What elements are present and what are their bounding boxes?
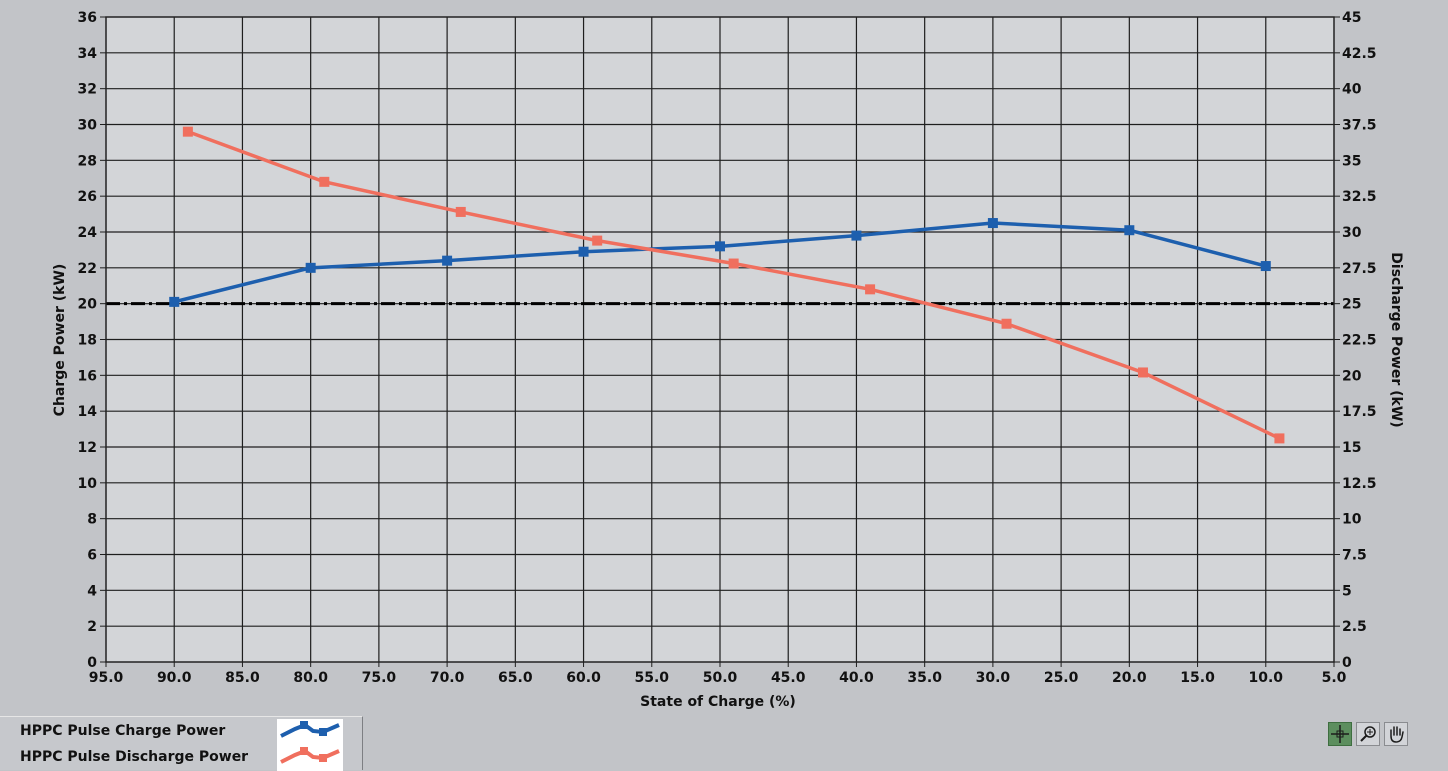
y-right-tick-label: 5 bbox=[1342, 583, 1352, 599]
x-tick-label: 30.0 bbox=[976, 670, 1011, 686]
y-right-tick-label: 22.5 bbox=[1342, 333, 1377, 349]
y-left-tick-label: 30 bbox=[78, 118, 98, 134]
x-axis-title: State of Charge (%) bbox=[640, 694, 796, 710]
y-left-tick-label: 14 bbox=[78, 404, 98, 420]
series-point-0 bbox=[169, 296, 180, 307]
x-tick-label: 95.0 bbox=[89, 670, 124, 686]
series-point-1 bbox=[319, 176, 330, 187]
y-left-tick-label: 8 bbox=[87, 512, 97, 528]
series-layer bbox=[169, 126, 1285, 444]
y-right-tick-label: 35 bbox=[1342, 153, 1361, 169]
y-right-tick-label: 32.5 bbox=[1342, 189, 1377, 205]
series-point-0 bbox=[442, 255, 453, 266]
y-left-tick-label: 26 bbox=[78, 189, 97, 205]
grid bbox=[106, 17, 1334, 662]
series-point-0 bbox=[305, 262, 316, 273]
series-point-0 bbox=[851, 230, 862, 241]
y-left-tick-label: 22 bbox=[78, 261, 97, 277]
y-right-tick-label: 7.5 bbox=[1342, 548, 1367, 564]
series-point-0 bbox=[987, 218, 998, 229]
x-tick-label: 25.0 bbox=[1044, 670, 1079, 686]
series-point-1 bbox=[1137, 367, 1148, 378]
y-right-tick-label: 2.5 bbox=[1342, 619, 1367, 635]
y-left-tick-label: 18 bbox=[78, 333, 97, 349]
y-left-tick-label: 4 bbox=[87, 583, 97, 599]
legend: HPPC Pulse Charge Power HPPC Pulse Disch… bbox=[0, 716, 363, 771]
series-point-0 bbox=[578, 246, 589, 257]
y-right-tick-label: 10 bbox=[1342, 512, 1362, 528]
x-tick-label: 50.0 bbox=[703, 670, 738, 686]
y-axis-right-title: Discharge Power (kW) bbox=[1388, 252, 1404, 427]
x-tick-label: 45.0 bbox=[771, 670, 806, 686]
legend-swatch-discharge bbox=[277, 745, 343, 771]
zoom-tool-button[interactable] bbox=[1356, 722, 1380, 746]
series-point-1 bbox=[1001, 318, 1012, 329]
legend-label: HPPC Pulse Charge Power bbox=[20, 723, 226, 739]
x-tick-label: 10.0 bbox=[1249, 670, 1284, 686]
x-tick-label: 15.0 bbox=[1180, 670, 1215, 686]
y-left-tick-label: 12 bbox=[78, 440, 97, 456]
y-right-tick-label: 15 bbox=[1342, 440, 1361, 456]
series-point-1 bbox=[455, 206, 466, 217]
y-left-tick-label: 10 bbox=[78, 476, 98, 492]
y-left-tick-label: 34 bbox=[78, 46, 98, 62]
y-right-tick-label: 40 bbox=[1342, 82, 1362, 98]
y-left-tick-label: 20 bbox=[78, 297, 98, 313]
y-right-tick-label: 17.5 bbox=[1342, 404, 1377, 420]
x-tick-label: 90.0 bbox=[157, 670, 192, 686]
series-point-1 bbox=[592, 235, 603, 246]
legend-item-discharge[interactable]: HPPC Pulse Discharge Power bbox=[0, 745, 362, 771]
series-point-0 bbox=[1260, 261, 1271, 272]
x-tick-label: 55.0 bbox=[635, 670, 670, 686]
x-tick-label: 80.0 bbox=[293, 670, 328, 686]
zoom-icon bbox=[1360, 726, 1376, 742]
y-left-tick-label: 32 bbox=[78, 82, 97, 98]
x-tick-label: 5.0 bbox=[1322, 670, 1347, 686]
legend-label: HPPC Pulse Discharge Power bbox=[20, 749, 249, 765]
y-axis-left-title: Charge Power (kW) bbox=[52, 264, 68, 417]
legend-item-charge[interactable]: HPPC Pulse Charge Power bbox=[0, 719, 362, 745]
chart: 95.0 90.0 85.0 80.0 75.0 70.0 65.0 60.0 55.0 50.0… bbox=[52, 10, 1404, 710]
y-left-tick-label: 2 bbox=[87, 619, 97, 635]
series-point-1 bbox=[865, 284, 876, 295]
y-right-tick-label: 45 bbox=[1342, 10, 1361, 26]
y-right-tick-label: 30 bbox=[1342, 225, 1362, 241]
y-right-tick-label: 0 bbox=[1342, 655, 1352, 671]
y-left-tick-label: 6 bbox=[87, 548, 97, 564]
pan-tool-button[interactable] bbox=[1384, 722, 1408, 746]
x-tick-label: 20.0 bbox=[1112, 670, 1147, 686]
y-right-tick-label: 12.5 bbox=[1342, 476, 1377, 492]
series-point-1 bbox=[728, 258, 739, 269]
y-left-tick-label: 28 bbox=[78, 153, 97, 169]
cursor-tool-button[interactable] bbox=[1328, 722, 1352, 746]
y-right-tick-label: 20 bbox=[1342, 368, 1362, 384]
y-left-tick-label: 36 bbox=[78, 10, 97, 26]
y-right-tick-label: 25 bbox=[1342, 297, 1361, 313]
y-left-tick-label: 0 bbox=[87, 655, 97, 671]
x-tick-label: 65.0 bbox=[498, 670, 533, 686]
x-tick-label: 75.0 bbox=[362, 670, 397, 686]
y-left-tick-label: 16 bbox=[78, 368, 97, 384]
x-tick-label: 70.0 bbox=[430, 670, 465, 686]
y-right-tick-label: 27.5 bbox=[1342, 261, 1377, 277]
series-point-1 bbox=[182, 126, 193, 137]
x-tick-label: 40.0 bbox=[839, 670, 874, 686]
y-left-tick-label: 24 bbox=[78, 225, 98, 241]
x-tick-label: 60.0 bbox=[566, 670, 601, 686]
x-tick-label: 35.0 bbox=[907, 670, 942, 686]
y-right-tick-label: 37.5 bbox=[1342, 118, 1377, 134]
series-point-1 bbox=[1274, 433, 1285, 444]
ticks: 95.0 90.0 85.0 80.0 75.0 70.0 65.0 60.0 55.0 50.0… bbox=[78, 10, 1377, 686]
y-right-tick-label: 42.5 bbox=[1342, 46, 1377, 62]
cursor-crosshair-icon bbox=[1331, 725, 1349, 743]
series-point-0 bbox=[1124, 225, 1135, 236]
legend-swatch-charge bbox=[277, 719, 343, 745]
series-point-0 bbox=[715, 241, 725, 252]
pan-hand-icon bbox=[1390, 726, 1404, 743]
x-tick-label: 85.0 bbox=[225, 670, 260, 686]
